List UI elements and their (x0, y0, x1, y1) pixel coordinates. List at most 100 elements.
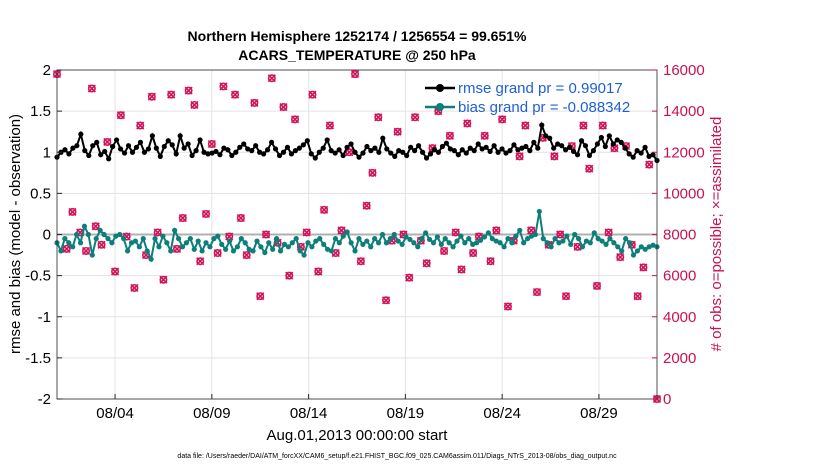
bias-point (305, 240, 311, 246)
right-tick-label: 2000 (663, 350, 696, 367)
bias-point (521, 240, 527, 246)
rmse-point (153, 145, 159, 151)
bias-point (121, 236, 127, 242)
rmse-point (352, 149, 358, 155)
bias-point (93, 236, 99, 242)
bias-point (611, 240, 617, 246)
bias-point (407, 236, 413, 243)
rmse-point (70, 145, 76, 151)
rmse-point (539, 122, 545, 128)
rmse-point (161, 143, 167, 150)
obs-point (550, 152, 559, 161)
rmse-point (98, 152, 104, 158)
rmse-point (328, 148, 334, 154)
bias-point (160, 233, 166, 239)
bias-point (474, 240, 480, 246)
rmse-point (451, 148, 457, 154)
bias-point (172, 227, 178, 233)
rmse-point (491, 143, 497, 149)
rmse-point (137, 139, 144, 145)
rmse-point (229, 152, 235, 159)
obs-point (604, 228, 613, 237)
rmse-point (185, 141, 191, 147)
obs-point (356, 257, 365, 266)
bias-point (70, 244, 76, 250)
rmse-point (253, 143, 259, 149)
bias-series (54, 208, 660, 263)
bias-point (211, 236, 217, 242)
bias-point (289, 240, 295, 246)
left-tick-label: 0 (43, 227, 51, 244)
obs-point (639, 263, 648, 272)
right-tick-label: 8000 (663, 227, 696, 244)
rmse-point (578, 138, 585, 144)
rmse-point (249, 148, 255, 154)
obs-point (242, 250, 251, 260)
obs-point (440, 246, 449, 256)
rmse-point (638, 150, 644, 156)
bias-point (524, 236, 531, 242)
rmse-point (340, 152, 346, 159)
obs-point (486, 257, 495, 266)
bias-point (642, 246, 648, 252)
bias-point (293, 236, 299, 242)
rmse-point (439, 143, 446, 150)
obs-point (290, 115, 300, 124)
legend-rmse-marker (436, 84, 444, 92)
bias-point (89, 252, 95, 258)
obs-point (136, 121, 145, 130)
rmse-point (368, 148, 374, 154)
rmse-point (114, 137, 120, 143)
bias-point (348, 240, 354, 246)
obs-point (219, 82, 228, 91)
rmse-point (201, 149, 207, 155)
obs-point (103, 137, 112, 147)
rmse-point (479, 146, 485, 152)
right-tick-label: 12000 (663, 144, 705, 161)
rmse-point (427, 151, 434, 157)
obs-point (130, 283, 139, 293)
rmse-point (181, 145, 187, 151)
obs-point (405, 273, 414, 282)
rmse-point (515, 147, 521, 153)
bias-point (454, 238, 460, 244)
bias-point (309, 244, 315, 250)
rmse-point (396, 148, 402, 154)
bias-point (430, 240, 437, 246)
rmse-point (288, 151, 295, 157)
left-axis-label: rmse and bias (model - observation) (7, 114, 24, 354)
obs-point (207, 139, 216, 149)
x-axis-ticks: 08/04 08/09 08/14 08/19 08/24 08/29 (96, 394, 618, 422)
right-tick-label: 6000 (663, 268, 696, 285)
obs-point (261, 230, 271, 239)
rmse-point (125, 143, 132, 149)
bias-point (572, 231, 578, 238)
bias-point (485, 230, 491, 236)
bias-point (140, 236, 146, 242)
bias-point (603, 241, 609, 247)
right-tick-label: 16000 (663, 62, 705, 79)
obs-point (230, 90, 240, 99)
bias-point (105, 236, 111, 242)
rmse-point (467, 145, 473, 151)
obs-point (410, 113, 420, 122)
rmse-point (284, 144, 291, 150)
bias-point (156, 244, 162, 250)
rmse-point (117, 146, 124, 152)
rmse-point (169, 142, 175, 148)
rmse-point (62, 147, 68, 153)
bias-point (223, 246, 229, 252)
bias-point (556, 240, 562, 246)
legend-rmse-label: rmse grand pr = 0.99017 (458, 80, 623, 97)
rmse-point (280, 149, 287, 155)
rmse-point (419, 149, 426, 155)
rmse-point (527, 148, 533, 154)
bias-point (230, 248, 237, 254)
rmse-point (435, 149, 442, 155)
rmse-point (626, 151, 632, 157)
rmse-point (121, 150, 128, 156)
bias-point (215, 233, 221, 239)
rmse-point (566, 144, 573, 150)
right-tick-label: 14000 (663, 103, 705, 120)
bias-point (258, 244, 264, 250)
